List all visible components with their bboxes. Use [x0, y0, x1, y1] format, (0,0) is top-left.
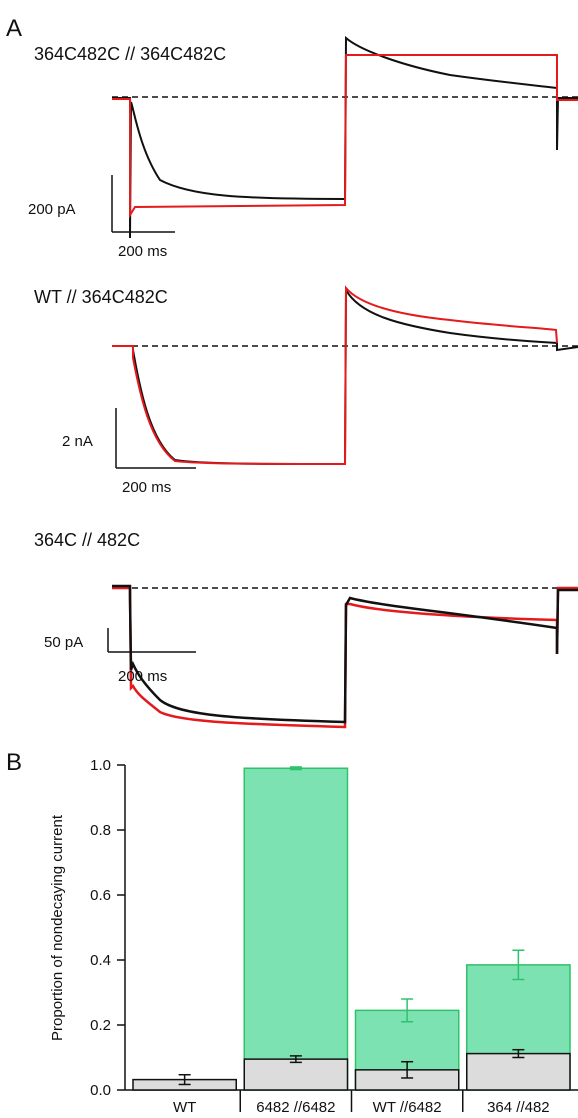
- x-tick-label: WT //6482: [373, 1099, 442, 1116]
- bar-chart: Proportion of nondecaying current 0.0 0.2…: [49, 757, 578, 1116]
- trace-2-title: WT // 364C482C: [34, 287, 168, 307]
- trace-panel-2: WT // 364C482C 2 nA 200 ms: [34, 285, 578, 496]
- y-axis-label: Proportion of nondecaying current: [49, 814, 66, 1041]
- bar-series1-1: [243, 1058, 349, 1091]
- panel-b-letter: B: [6, 749, 22, 776]
- y-tick-label: 1.0: [90, 757, 111, 774]
- bar-series1-3: [466, 1052, 571, 1091]
- trace-1-scale-current: 200 pA: [28, 201, 76, 218]
- panel-a-letter: A: [6, 15, 22, 42]
- y-tick-label: 0.6: [90, 887, 111, 904]
- x-tick-label: 364 //482: [487, 1099, 550, 1116]
- x-tick-label: 6482 //6482: [256, 1099, 335, 1116]
- trace-2-red: [112, 285, 558, 466]
- trace-1-scale-time: 200 ms: [118, 243, 167, 260]
- y-tick-label: 0.0: [90, 1082, 111, 1099]
- x-ticks: WT 6482 //6482 WT //6482 364 //482: [173, 1090, 550, 1116]
- y-ticks: 0.0 0.2 0.4 0.6 0.8 1.0: [90, 757, 125, 1099]
- trace-3-scale-time: 200 ms: [118, 668, 167, 685]
- trace-1-red: [112, 54, 578, 219]
- trace-3-title: 364C // 482C: [34, 530, 140, 550]
- y-tick-label: 0.4: [90, 952, 111, 969]
- trace-3-black: [112, 584, 578, 724]
- trace-1-title: 364C482C // 364C482C: [34, 44, 226, 64]
- trace-panel-3: 364C // 482C 50 pA 200 ms: [34, 530, 578, 729]
- y-tick-label: 0.8: [90, 822, 111, 839]
- y-tick-label: 0.2: [90, 1017, 111, 1034]
- bars: [132, 766, 571, 1091]
- bar-series0-1: [243, 767, 349, 1091]
- trace-2-scale-time: 200 ms: [122, 479, 171, 496]
- trace-panel-1: 364C482C // 364C482C 200 pA 200 ms: [28, 35, 578, 260]
- trace-3-scale-current: 50 pA: [44, 634, 83, 651]
- x-tick-label: WT: [173, 1099, 196, 1116]
- trace-2-scale-current: 2 nA: [62, 433, 93, 450]
